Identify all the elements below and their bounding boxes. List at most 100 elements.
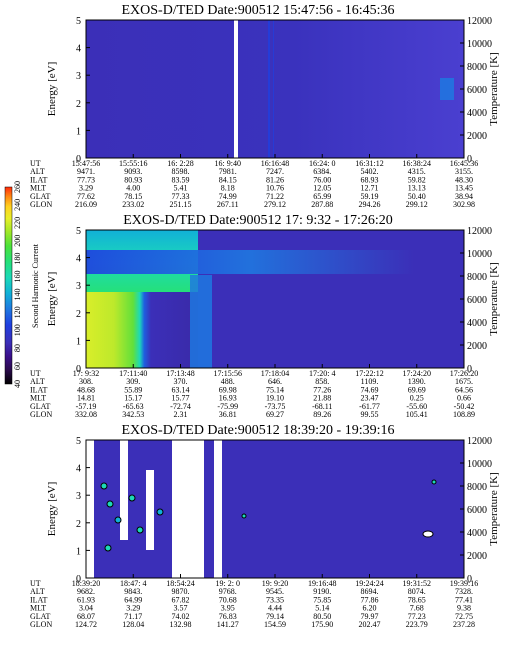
ephemeris-value: 74.99	[219, 192, 237, 201]
ephemeris-value: 128.04	[122, 620, 144, 629]
y-tick-label: 0	[76, 574, 81, 585]
ephemeris-value: 18:39:20	[72, 579, 100, 588]
ephemeris-value: 7981.	[219, 167, 237, 176]
blob	[128, 494, 136, 502]
y2-tick-label: 4000	[467, 528, 487, 539]
y2-tick-label: 0	[467, 364, 472, 375]
panel-1-patch	[440, 78, 454, 100]
ephemeris-value: 69.27	[266, 410, 284, 419]
ephemeris-row-label: GLON	[30, 410, 52, 419]
panel-3-y-ticks: 0 1 2 3 4 5	[76, 436, 90, 585]
ephemeris-value: 73.35	[266, 595, 284, 604]
ephemeris-value: 223.79	[406, 620, 428, 629]
panel-1-stripe-a	[268, 20, 270, 158]
ephemeris-value: 1109.	[361, 377, 379, 386]
ephemeris-value: 63.14	[172, 385, 190, 394]
ephemeris-value: -57.19	[76, 402, 97, 411]
ephemeris-value: 9768.	[219, 587, 237, 596]
ephemeris-value: 302.98	[453, 200, 475, 209]
panel-3-ephemeris: UTALTILATMLTGLATGLON18:39:209682.61.933.…	[30, 574, 478, 629]
colorbar-tick-label: 120	[13, 306, 22, 318]
ephemeris-value: 77.86	[361, 595, 379, 604]
panel-3-ylabel: Energy [eV]	[46, 482, 58, 536]
ephemeris-value: 70.68	[219, 595, 237, 604]
y2-tick-label: 0	[467, 574, 472, 585]
ephemeris-value: 488.	[221, 377, 235, 386]
ephemeris-value: 9682.	[77, 587, 95, 596]
ephemeris-value: 1675.	[455, 377, 473, 386]
ephemeris-value: 237.28	[453, 620, 475, 629]
ephemeris-value: 17:22:12	[355, 369, 383, 378]
colorbar-tick-label: 240	[13, 199, 22, 211]
y2-tick-label: 4000	[467, 318, 487, 329]
ephemeris-row-label: UT	[30, 159, 41, 168]
ephemeris-value: 16:16:48	[261, 159, 289, 168]
ephemeris-value: 8.18	[221, 184, 235, 193]
panel-2-y-ticks: 0 1 2 3 4 5	[76, 226, 90, 375]
ephemeris-value: 7.68	[410, 604, 424, 613]
ephemeris-value: 74.69	[361, 385, 379, 394]
ephemeris-value: 16:38:24	[403, 159, 431, 168]
colorbar-label: Second Harmonic Current	[31, 243, 40, 328]
ephemeris-value: 15.77	[172, 394, 190, 403]
ephemeris-value: 16:24: 0	[309, 159, 335, 168]
blob	[100, 482, 108, 490]
ephemeris-value: 16.93	[219, 394, 237, 403]
panel-3-heatmap	[86, 440, 464, 578]
colorbar-tick-label: 200	[13, 235, 22, 247]
ephemeris-row-label: GLAT	[30, 192, 51, 201]
ephemeris-value: 19:16:48	[308, 579, 336, 588]
ephemeris-value: 370.	[174, 377, 188, 386]
ephemeris-value: 75.14	[266, 385, 284, 394]
ephemeris-value: 23.47	[361, 394, 379, 403]
panel-1-heatmap	[86, 20, 464, 158]
ephemeris-value: 19: 9:20	[262, 579, 288, 588]
ephemeris-value: 72.75	[455, 612, 473, 621]
ephemeris-value: 80.50	[313, 612, 331, 621]
colorbar-tick-label: 100	[13, 324, 22, 336]
colorbar-tick-label: 180	[13, 253, 22, 265]
ephemeris-value: 124.72	[75, 620, 97, 629]
colorbar-scale	[4, 186, 13, 385]
ephemeris-value: 81.26	[266, 175, 284, 184]
ephemeris-value: 69.98	[219, 385, 237, 394]
ephemeris-value: 84.15	[219, 175, 237, 184]
y-tick-label: 1	[76, 336, 81, 347]
y2-tick-label: 6000	[467, 505, 487, 516]
y-tick-label: 1	[76, 546, 81, 557]
ephemeris-value: 858.	[315, 377, 329, 386]
ephemeris-value: 77.73	[77, 175, 95, 184]
ephemeris-value: 77.33	[172, 192, 190, 201]
y2-tick-label: 4000	[467, 108, 487, 119]
ephemeris-value: 68.93	[361, 175, 379, 184]
ephemeris-value: 17:15:56	[214, 369, 242, 378]
y-tick-label: 3	[76, 71, 81, 82]
ephemeris-value: 13.13	[408, 184, 426, 193]
panel-2-edge	[190, 275, 212, 368]
ephemeris-value: 132.98	[170, 620, 192, 629]
panel-1-ylabel: Energy [eV]	[46, 62, 58, 116]
y-tick-label: 5	[76, 436, 81, 447]
ephemeris-value: 8074.	[408, 587, 426, 596]
ephemeris-value: 4315.	[408, 167, 426, 176]
panel-2: EXOS-D/TED Date:900512 17: 9:32 - 17:26:…	[30, 213, 500, 419]
ephemeris-row-label: MLT	[30, 184, 46, 193]
ephemeris-value: 67.82	[172, 595, 190, 604]
ephemeris-value: 108.89	[453, 410, 475, 419]
ephemeris-value: 89.26	[313, 410, 331, 419]
ephemeris-value: 279.12	[264, 200, 286, 209]
ephemeris-value: 77.62	[77, 192, 95, 201]
ephemeris-value: 64.99	[124, 595, 142, 604]
ephemeris-value: 59.19	[361, 192, 379, 201]
y-tick-label: 2	[76, 309, 81, 320]
ephemeris-value: 18:47: 4	[120, 579, 146, 588]
ephemeris-value: 105.41	[406, 410, 428, 419]
y2-tick-label: 2000	[467, 551, 487, 562]
ephemeris-value: 19: 2: 0	[216, 579, 240, 588]
ephemeris-value: 48.68	[77, 385, 95, 394]
ephemeris-value: 71.17	[124, 612, 142, 621]
ephemeris-value: 19:24:24	[355, 579, 383, 588]
ephemeris-value: 17:26:20	[450, 369, 478, 378]
ephemeris-value: 80.93	[124, 175, 142, 184]
